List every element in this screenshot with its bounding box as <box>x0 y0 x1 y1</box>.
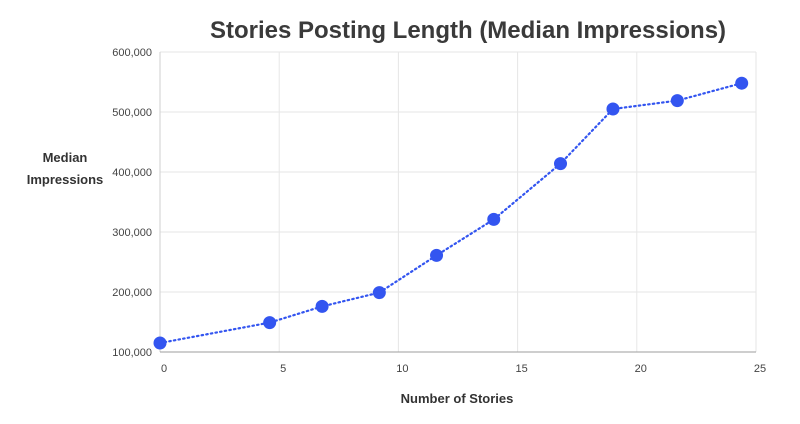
y-axis-label-line-1: Median <box>43 150 88 165</box>
x-tick-label: 25 <box>754 363 766 375</box>
y-tick-label: 100,000 <box>112 347 152 359</box>
data-point <box>487 212 501 226</box>
data-point <box>670 94 684 108</box>
data-point <box>153 336 167 350</box>
gridlines <box>160 51 757 352</box>
data-point <box>554 157 568 171</box>
y-axis-label-line-2: Impressions <box>27 172 104 187</box>
x-tick-label: 0 <box>161 363 167 375</box>
data-point <box>263 316 277 330</box>
x-tick-label: 20 <box>635 363 647 375</box>
x-tick-label: 15 <box>515 363 527 375</box>
series-group <box>153 76 749 350</box>
y-tick-label: 600,000 <box>112 47 152 59</box>
y-tick-label: 200,000 <box>112 287 152 299</box>
y-tick-label: 300,000 <box>112 227 152 239</box>
data-point <box>735 76 749 90</box>
series-line <box>158 82 743 345</box>
data-point <box>315 299 329 313</box>
data-point <box>430 248 444 262</box>
y-tick-label: 400,000 <box>112 167 152 179</box>
x-tick-label: 5 <box>280 363 286 375</box>
axes <box>159 52 756 353</box>
y-tick-label: 500,000 <box>112 107 152 119</box>
x-axis-label: Number of Stories <box>401 391 514 406</box>
chart-title: Stories Posting Length (Median Impressio… <box>210 17 726 44</box>
data-point <box>372 286 386 300</box>
x-axis-ticks: 0 5 10 15 20 25 <box>161 363 766 375</box>
x-tick-label: 10 <box>396 363 408 375</box>
y-axis-ticks: 100,000 200,000 300,000 400,000 500,000 600,0… <box>112 47 152 359</box>
data-point <box>606 102 620 116</box>
